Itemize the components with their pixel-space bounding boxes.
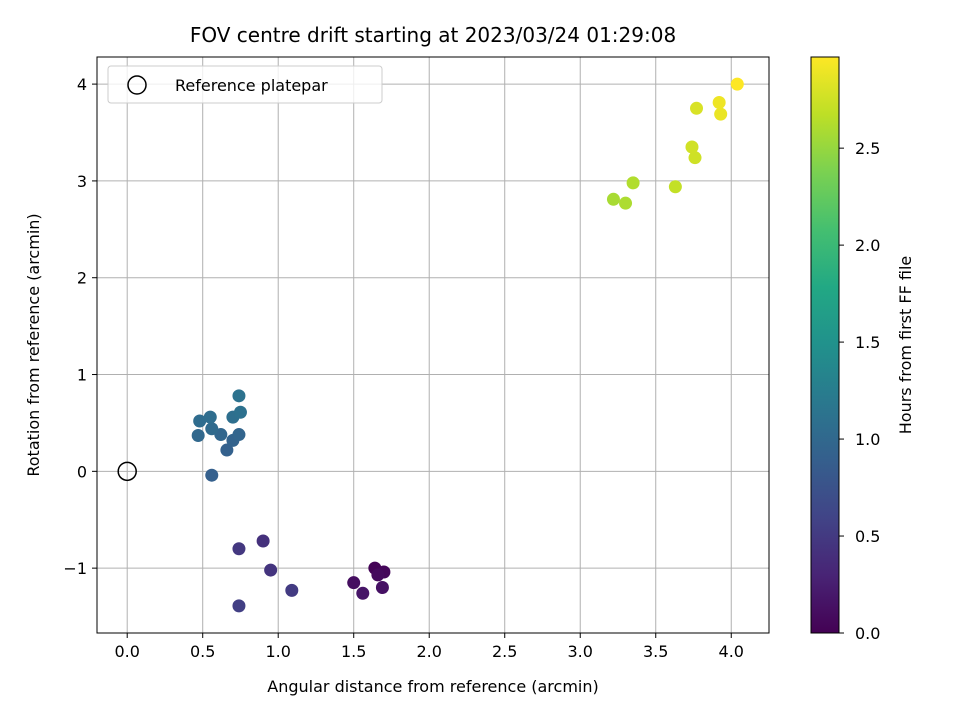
data-point [264,563,278,577]
data-point [668,180,682,194]
plot-area-frame [96,56,770,634]
grid-lines [97,57,769,633]
colorbar-tick-label: 0.5 [855,527,880,546]
colorbar-tick-label: 0.0 [855,624,880,643]
reference-marker [117,461,137,482]
data-point [714,107,728,121]
colorbar-tick-label: 2.5 [855,139,880,158]
data-point [256,534,270,548]
reference-platepar-point [117,461,137,482]
y-tick-label: 3 [77,172,87,191]
y-tick-label: 1 [77,366,87,385]
data-point [203,410,217,424]
x-axis-label: Angular distance from reference (arcmin) [267,677,598,696]
y-tick-label: 2 [77,269,87,288]
data-point [193,414,207,428]
data-point [232,428,246,442]
data-point [233,405,247,419]
data-points [191,77,744,613]
y-axis-label: Rotation from reference (arcmin) [24,213,43,476]
data-point [375,581,389,595]
data-point [690,101,704,115]
x-tick-label: 1.5 [341,642,366,661]
x-tick-label: 3.0 [568,642,593,661]
y-axis-ticks: −1 0 1 2 3 4 [63,75,97,578]
x-tick-label: 0.5 [190,642,215,661]
x-tick-label: 2.0 [416,642,441,661]
y-tick-label: −1 [63,559,87,578]
x-tick-label: 0.0 [114,642,139,661]
data-point [347,576,361,590]
data-point [712,95,726,109]
data-point [232,389,246,403]
x-tick-label: 4.0 [719,642,744,661]
data-point [285,583,299,597]
data-point [606,192,620,206]
data-point [232,542,246,556]
colorbar-label: Hours from first FF file [896,256,915,435]
data-point [688,151,702,165]
data-point [626,176,640,190]
colorbar-tick-label: 2.0 [855,236,880,255]
x-axis-ticks: 0.0 0.5 1.0 1.5 2.0 2.5 3.0 3.5 4.0 [114,633,744,661]
data-point [371,568,385,582]
data-point [205,468,219,482]
legend-reference-marker [127,75,147,95]
data-point [685,140,699,154]
colorbar: 0.0 0.5 1.0 1.5 2.0 2.5 Hours from first FF f… [810,56,915,643]
data-point [205,422,219,436]
data-point [356,586,370,600]
x-tick-label: 3.5 [643,642,668,661]
colorbar-ticks: 0.0 0.5 1.0 1.5 2.0 2.5 [839,139,880,643]
legend-entry-reference-platepar: Reference platepar [175,76,328,95]
data-point [232,599,246,613]
legend-box [107,65,383,104]
x-tick-label: 2.5 [492,642,517,661]
x-tick-label: 1.0 [265,642,290,661]
colorbar-gradient [810,56,840,634]
y-tick-label: 4 [77,75,87,94]
data-point [191,429,205,443]
legend: Reference platepar [107,65,383,104]
colorbar-tick-label: 1.0 [855,430,880,449]
data-point [619,196,633,210]
data-point [220,443,234,457]
chart-title: FOV centre drift starting at 2023/03/24 … [190,23,676,47]
y-tick-label: 0 [77,462,87,481]
data-point [730,77,744,91]
colorbar-tick-label: 1.5 [855,333,880,352]
